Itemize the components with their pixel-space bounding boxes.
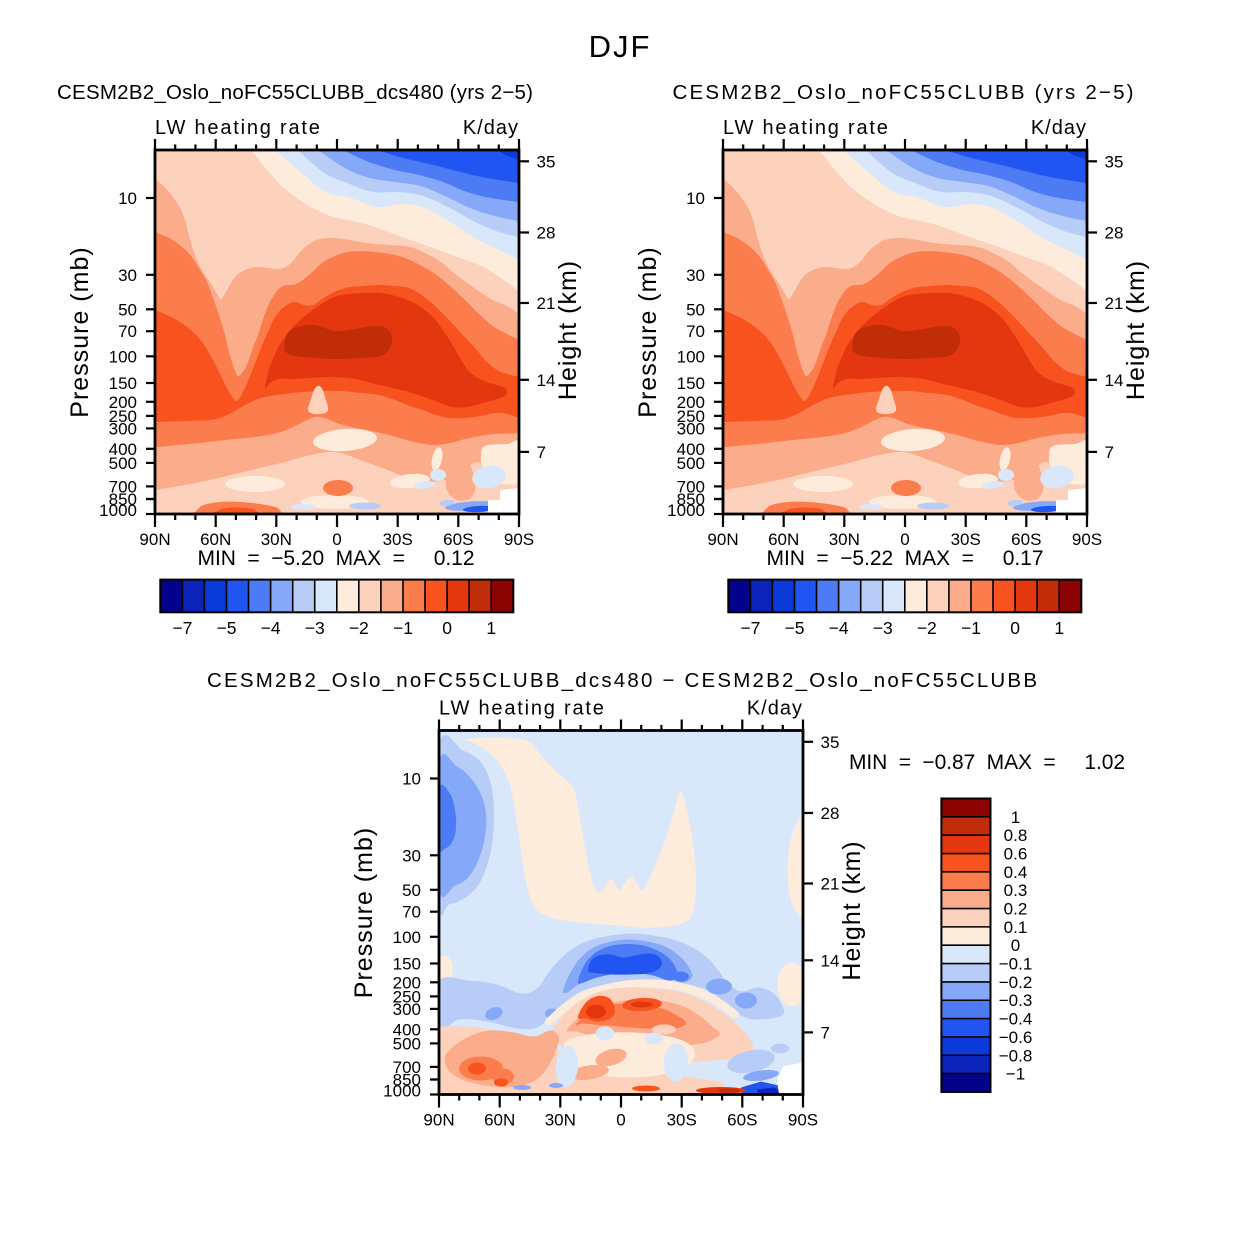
svg-text:0.6: 0.6 [1004, 845, 1028, 864]
svg-text:−3: −3 [305, 618, 325, 638]
svg-text:−5: −5 [217, 618, 237, 638]
svg-text:−0.6: −0.6 [999, 1028, 1033, 1047]
svg-text:0: 0 [1010, 618, 1020, 638]
svg-text:−1: −1 [961, 618, 981, 638]
svg-text:−1: −1 [1006, 1065, 1025, 1084]
svg-text:1: 1 [1054, 618, 1064, 638]
svg-text:−0.8: −0.8 [999, 1046, 1033, 1065]
svg-text:0.1: 0.1 [1004, 918, 1028, 937]
svg-text:−0.2: −0.2 [999, 973, 1033, 992]
svg-text:DJF: DJF [589, 29, 652, 64]
svg-text:0: 0 [442, 618, 452, 638]
svg-text:−0.1: −0.1 [999, 955, 1033, 974]
svg-text:CESM2B2_Oslo_noFC55CLUBB_dcs48: CESM2B2_Oslo_noFC55CLUBB_dcs480 − CESM2B… [207, 669, 1037, 692]
svg-text:0.3: 0.3 [1004, 881, 1028, 900]
svg-text:−3: −3 [873, 618, 893, 638]
svg-text:MIN = −5.20 MAX = 0.12: MIN = −5.20 MAX = 0.12 [198, 547, 475, 570]
svg-text:−2: −2 [917, 618, 937, 638]
svg-text:0.2: 0.2 [1004, 900, 1028, 919]
svg-text:−0.4: −0.4 [999, 1010, 1033, 1029]
svg-text:−4: −4 [261, 618, 281, 638]
svg-text:CESM2B2_Oslo_noFC55CLUBB (yrs: CESM2B2_Oslo_noFC55CLUBB (yrs 2−5) [673, 81, 1134, 104]
svg-text:−4: −4 [829, 618, 849, 638]
svg-text:MIN = −0.87 MAX = 1.02: MIN = −0.87 MAX = 1.02 [849, 751, 1125, 774]
svg-text:1: 1 [486, 618, 496, 638]
svg-text:1: 1 [1011, 808, 1020, 827]
svg-text:−0.3: −0.3 [999, 991, 1033, 1010]
svg-text:MIN = −5.22 MAX = 0.17: MIN = −5.22 MAX = 0.17 [767, 547, 1044, 570]
svg-text:−1: −1 [393, 618, 413, 638]
svg-text:−5: −5 [785, 618, 805, 638]
svg-text:0.8: 0.8 [1004, 826, 1028, 845]
svg-text:−2: −2 [349, 618, 369, 638]
svg-text:−7: −7 [172, 618, 192, 638]
svg-text:0.4: 0.4 [1004, 863, 1028, 882]
svg-text:−7: −7 [740, 618, 760, 638]
svg-text:CESM2B2_Oslo_noFC55CLUBB_dcs48: CESM2B2_Oslo_noFC55CLUBB_dcs480 (yrs 2−5… [57, 81, 533, 104]
svg-text:0: 0 [1011, 936, 1020, 955]
